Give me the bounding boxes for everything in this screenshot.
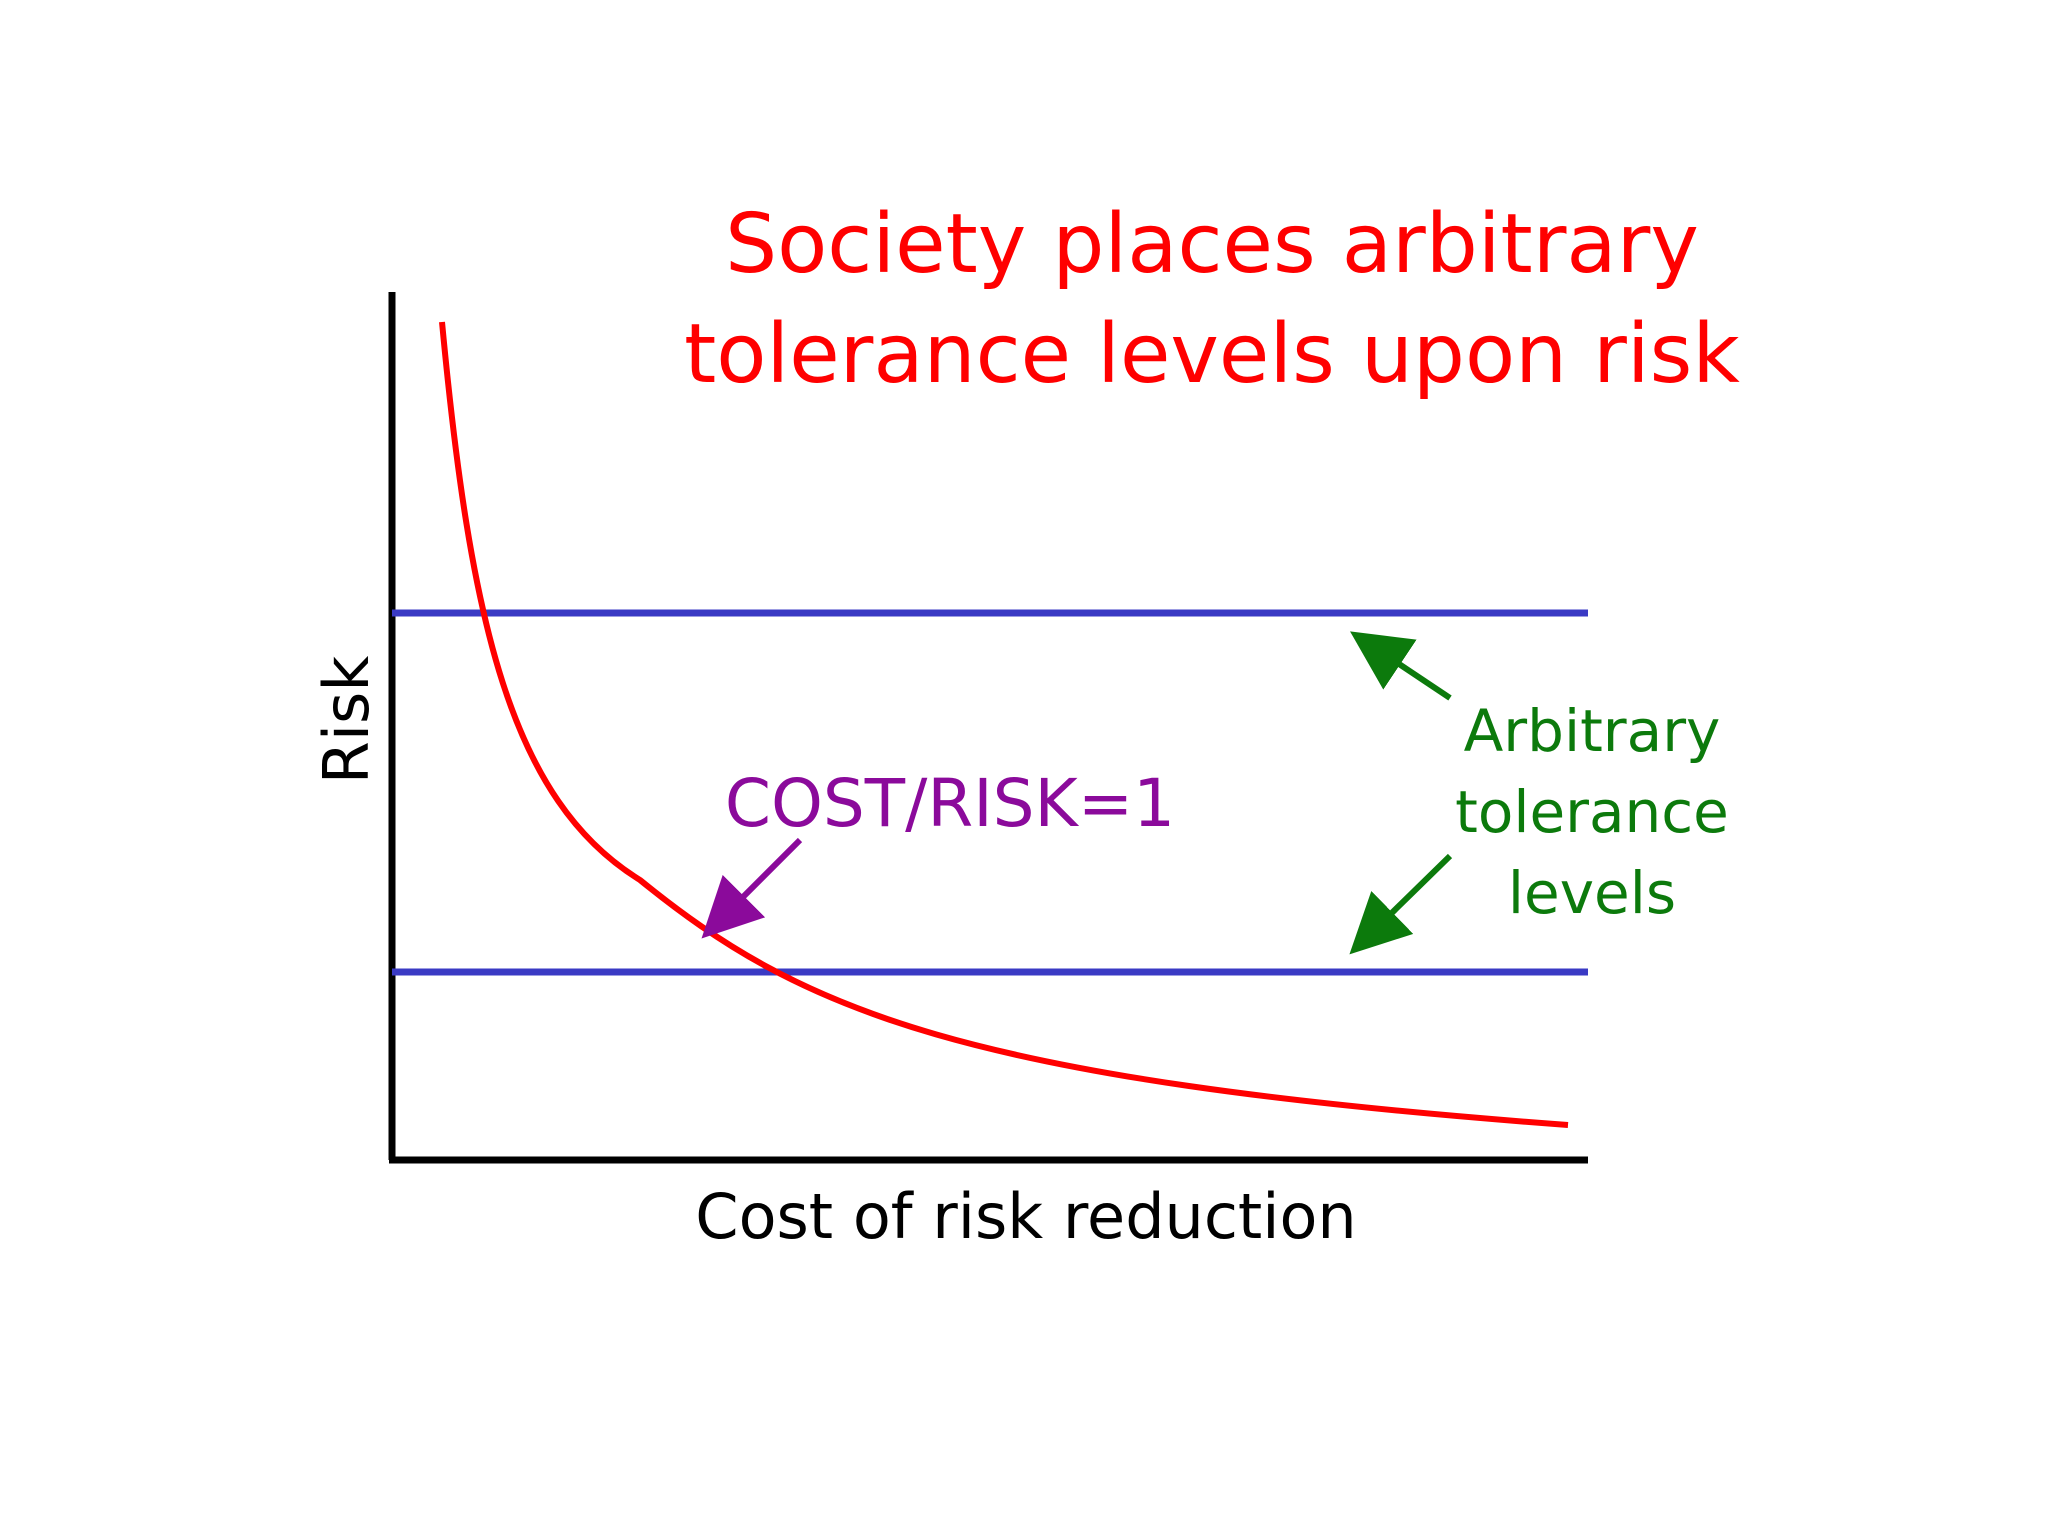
tolerance-label-line-3: levels	[1508, 859, 1676, 927]
cost-risk-arrow	[701, 837, 803, 939]
y-axis-label: Risk	[310, 656, 383, 785]
cost-risk-curve	[439, 321, 1569, 1128]
lower-tolerance-arrow	[1349, 853, 1453, 955]
title-line-1: Society places arbitrary	[725, 197, 1699, 292]
title-line-2: tolerance levels upon risk	[684, 307, 1740, 402]
cost-risk-label: COST/RISK=1	[725, 765, 1175, 842]
x-axis-label: Cost of risk reduction	[695, 1180, 1356, 1253]
upper-tolerance-arrow	[1350, 631, 1452, 701]
tolerance-label-line-1: Arbitrary	[1464, 697, 1721, 765]
tolerance-label-line-2: tolerance	[1455, 778, 1729, 846]
